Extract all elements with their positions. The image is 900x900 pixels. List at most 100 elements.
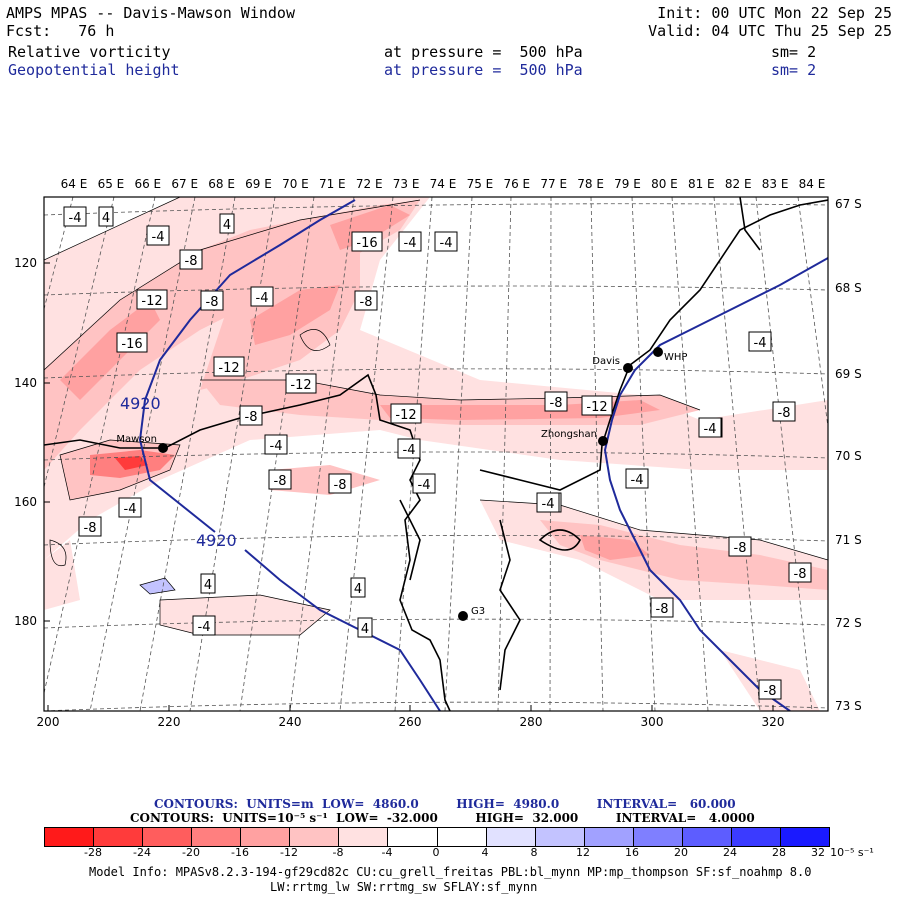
svg-text:-12: -12 <box>586 400 607 415</box>
svg-text:-8: -8 <box>360 295 373 310</box>
colorbar-label: -16 <box>231 846 249 859</box>
svg-text:4: 4 <box>223 218 231 233</box>
colorbar-label: -4 <box>381 846 393 859</box>
colorbar-units: 10⁻⁵ s⁻¹ <box>830 846 874 859</box>
vorticity-label: -8 <box>758 679 782 700</box>
svg-text:-12: -12 <box>290 378 311 393</box>
colorbar-swatch <box>241 828 291 846</box>
longitude-label: 66 E <box>134 177 161 191</box>
station-whp: WHP <box>653 347 687 363</box>
colorbar-swatch <box>486 828 536 846</box>
svg-text:G3: G3 <box>471 606 485 617</box>
svg-text:-8: -8 <box>185 254 198 269</box>
valid-time: Valid: 04 UTC Thu 25 Sep 25 <box>648 22 892 40</box>
colorbar-swatch <box>731 828 781 846</box>
svg-text:-8: -8 <box>764 684 777 699</box>
svg-text:-12: -12 <box>395 408 416 423</box>
vorticity-label: -12 <box>136 289 168 310</box>
vorticity-label: -4 <box>397 438 421 459</box>
svg-text:-4: -4 <box>418 478 431 493</box>
vorticity-label: 4 <box>350 577 366 598</box>
colorbar-label: -28 <box>84 846 102 859</box>
svg-text:-8: -8 <box>84 521 97 536</box>
longitude-label: 69 E <box>245 177 272 191</box>
vorticity-label: -8 <box>78 516 102 537</box>
vorticity-label: -16 <box>116 332 148 353</box>
vorticity-label: -8 <box>728 536 752 557</box>
colorbar-swatch <box>584 828 634 846</box>
svg-text:4: 4 <box>102 211 110 226</box>
vorticity-label: -4 <box>698 417 722 438</box>
latitude-label: 71 S <box>835 533 862 547</box>
longitude-label: 79 E <box>614 177 641 191</box>
svg-text:-8: -8 <box>550 396 563 411</box>
forecast-hour: Fcst: 76 h <box>6 22 115 40</box>
longitude-label: 77 E <box>540 177 567 191</box>
svg-text:-8: -8 <box>778 406 791 421</box>
vorticity-label: -8 <box>239 405 263 426</box>
longitude-label: 64 E <box>61 177 88 191</box>
field2-smoothing: sm= 2 <box>771 61 817 79</box>
vorticity-label: -8 <box>354 290 378 311</box>
longitude-label: 71 E <box>319 177 346 191</box>
vorticity-label: -8 <box>268 469 292 490</box>
colorbar-swatch <box>388 828 438 846</box>
vorticity-label: -4 <box>63 206 87 227</box>
svg-text:-4: -4 <box>754 336 767 351</box>
svg-text:-4: -4 <box>631 473 644 488</box>
vorticity-label: 4 <box>200 573 216 594</box>
svg-text:-8: -8 <box>794 567 807 582</box>
svg-text:-4: -4 <box>403 443 416 458</box>
colorbar <box>44 827 830 847</box>
vorticity-label: -8 <box>788 562 812 583</box>
colorbar-swatch <box>535 828 585 846</box>
height-contour-info: CONTOURS: UNITS=m LOW= 4860.0 HIGH= 4980… <box>154 797 736 811</box>
colorbar-label: 8 <box>530 846 538 859</box>
svg-text:-8: -8 <box>334 478 347 493</box>
longitude-label: 65 E <box>98 177 125 191</box>
longitude-label: 82 E <box>725 177 752 191</box>
svg-text:-12: -12 <box>141 294 162 309</box>
vorticity-label: -12 <box>581 395 613 416</box>
svg-text:-16: -16 <box>356 236 377 251</box>
colorbar-label: -24 <box>133 846 151 859</box>
svg-text:Zhongshan: Zhongshan <box>541 429 597 440</box>
latitude-label: 69 S <box>835 367 862 381</box>
svg-text:-8: -8 <box>656 602 669 617</box>
latitude-label: 73 S <box>835 699 862 713</box>
vorticity-label: -4 <box>625 468 649 489</box>
longitude-label: 74 E <box>430 177 457 191</box>
colorbar-swatch <box>437 828 487 846</box>
svg-text:4: 4 <box>204 578 212 593</box>
svg-text:Mawson: Mawson <box>116 434 157 445</box>
vorticity-label: 4 <box>98 206 114 227</box>
x-tick-label: 240 <box>279 715 302 729</box>
station-zhongshan: Zhongshan <box>541 429 608 446</box>
colorbar-label: 4 <box>481 846 489 859</box>
longitude-label: 72 E <box>356 177 383 191</box>
vorticity-label: -8 <box>544 391 568 412</box>
colorbar-label: -8 <box>332 846 344 859</box>
vorticity-label: -4 <box>536 492 560 513</box>
longitude-label: 68 E <box>208 177 235 191</box>
y-axis-ticks: 120 140 160 180 <box>14 256 50 628</box>
plot-title: AMPS MPAS -- Davis-Mawson Window <box>6 4 295 22</box>
latitude-label: 67 S <box>835 197 862 211</box>
x-tick-label: 260 <box>399 715 422 729</box>
svg-text:-4: -4 <box>152 230 165 245</box>
svg-text:-4: -4 <box>198 620 211 635</box>
svg-text:-4: -4 <box>124 502 137 517</box>
field1-name: Relative vorticity <box>8 43 171 61</box>
svg-text:WHP: WHP <box>664 352 687 363</box>
colorbar-swatch <box>682 828 732 846</box>
vorticity-label: 4 <box>219 213 235 234</box>
y-tick-label: 180 <box>14 614 37 628</box>
x-axis-ticks: 200 220 240 260 280 300 320 <box>37 705 784 729</box>
longitude-label: 73 E <box>393 177 420 191</box>
svg-text:4: 4 <box>361 622 369 637</box>
colorbar-label: 32 <box>811 846 825 859</box>
x-tick-label: 200 <box>37 715 60 729</box>
colorbar-swatch <box>780 828 829 846</box>
field2-name: Geopotential height <box>8 61 180 79</box>
